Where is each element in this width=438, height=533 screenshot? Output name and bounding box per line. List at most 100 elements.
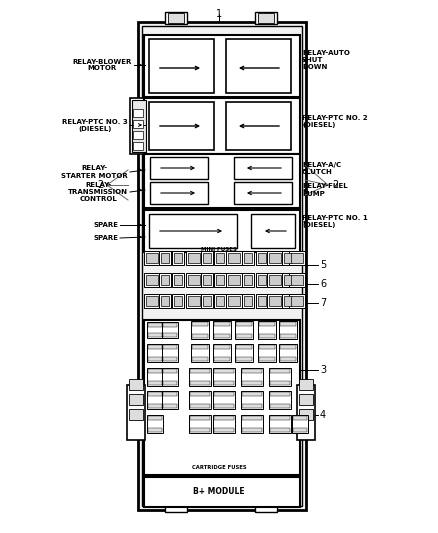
Bar	[270, 381, 290, 385]
Text: RELAY-FUEL
PUMP: RELAY-FUEL PUMP	[302, 183, 348, 197]
Bar	[242, 273, 254, 287]
Bar	[216, 253, 224, 263]
Bar	[226, 251, 242, 265]
Bar	[241, 415, 263, 433]
Bar	[148, 428, 162, 432]
Bar	[159, 251, 171, 265]
Bar	[244, 296, 252, 306]
Bar	[186, 251, 202, 265]
Bar	[234, 157, 292, 179]
Text: 5: 5	[320, 260, 326, 270]
Bar	[258, 321, 276, 339]
Bar	[201, 273, 213, 287]
Bar	[174, 296, 182, 306]
Bar	[148, 345, 162, 349]
Bar	[147, 344, 163, 362]
Bar	[163, 381, 177, 385]
Bar	[213, 368, 235, 386]
Text: RELAY-PTC NO. 3
(DIESEL): RELAY-PTC NO. 3 (DIESEL)	[62, 118, 128, 132]
Bar	[186, 294, 202, 308]
Bar	[149, 214, 237, 248]
Bar	[256, 273, 268, 287]
Bar	[148, 323, 162, 327]
Bar	[146, 275, 158, 285]
Bar	[242, 416, 262, 420]
Bar	[163, 357, 177, 361]
Bar	[242, 251, 254, 265]
Bar	[284, 253, 292, 263]
Bar	[149, 39, 214, 93]
Bar	[163, 392, 177, 396]
Bar	[192, 345, 208, 349]
Bar	[192, 357, 208, 361]
Bar	[213, 344, 231, 362]
Bar	[226, 294, 242, 308]
Bar	[289, 294, 305, 308]
Bar	[226, 102, 291, 150]
Bar	[188, 253, 200, 263]
Bar	[242, 404, 262, 408]
Bar	[258, 344, 276, 362]
Bar	[282, 251, 294, 265]
Bar	[133, 142, 143, 150]
Bar	[148, 333, 162, 337]
Bar	[259, 357, 275, 361]
Bar	[148, 381, 162, 385]
Bar	[267, 251, 283, 265]
Bar	[279, 321, 297, 339]
Bar	[284, 296, 292, 306]
Text: 6: 6	[320, 279, 326, 289]
Bar	[293, 416, 307, 420]
Bar	[165, 12, 187, 24]
Bar	[142, 26, 302, 506]
Text: RELAY-PTC NO. 2
(DIESEL): RELAY-PTC NO. 2 (DIESEL)	[302, 116, 367, 128]
Bar	[292, 415, 308, 433]
Bar	[149, 102, 214, 150]
Text: RELAY-A/C
CLUTCH: RELAY-A/C CLUTCH	[302, 161, 341, 174]
Bar	[214, 392, 234, 396]
Text: 2: 2	[97, 180, 103, 190]
Bar	[161, 253, 169, 263]
Bar	[144, 320, 300, 475]
Bar	[291, 253, 303, 263]
Bar	[259, 322, 275, 326]
Text: B+ MODULE: B+ MODULE	[193, 488, 245, 497]
Bar	[214, 416, 234, 420]
Bar	[144, 210, 300, 252]
Bar	[130, 98, 148, 154]
Bar	[162, 368, 178, 386]
Bar	[244, 275, 252, 285]
Bar	[259, 345, 275, 349]
Text: 4: 4	[320, 410, 326, 420]
Bar	[190, 392, 210, 396]
Bar	[138, 22, 306, 510]
Bar	[216, 296, 224, 306]
Bar	[172, 294, 184, 308]
Bar	[188, 296, 200, 306]
Bar	[203, 296, 211, 306]
Bar	[146, 253, 158, 263]
Bar	[226, 39, 291, 93]
Bar	[259, 334, 275, 338]
Text: RELAY-PTC NO. 1
(DIESEL): RELAY-PTC NO. 1 (DIESEL)	[302, 215, 368, 229]
Bar	[214, 428, 234, 432]
Bar	[270, 428, 290, 432]
Bar	[214, 369, 234, 373]
Bar	[269, 391, 291, 409]
Bar	[291, 296, 303, 306]
Bar	[190, 381, 210, 385]
Bar	[163, 404, 177, 408]
Bar	[144, 35, 300, 97]
Bar	[144, 477, 300, 507]
Bar	[203, 275, 211, 285]
Bar	[284, 275, 292, 285]
Bar	[214, 345, 230, 349]
Bar	[147, 368, 163, 386]
Text: SPARE: SPARE	[93, 235, 118, 241]
Text: 3: 3	[320, 365, 326, 375]
Bar	[144, 273, 160, 287]
Bar	[270, 392, 290, 396]
Bar	[189, 391, 211, 409]
Bar	[214, 334, 230, 338]
Bar	[129, 409, 143, 420]
